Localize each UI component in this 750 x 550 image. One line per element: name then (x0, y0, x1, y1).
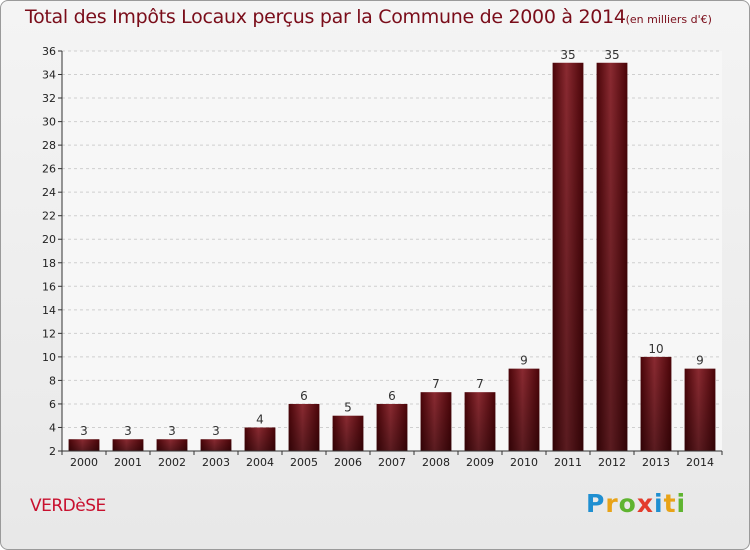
y-tick-label: 2 (49, 445, 56, 458)
bar-shade (376, 403, 408, 451)
y-tick-label: 24 (42, 186, 56, 199)
bar-shade (112, 439, 144, 451)
x-tick-label: 2007 (378, 456, 406, 469)
y-tick-label: 18 (42, 257, 56, 270)
y-tick-label: 4 (49, 421, 56, 434)
y-tick-label: 6 (49, 398, 56, 411)
data-label: 3 (168, 424, 176, 438)
bar-shade (68, 439, 100, 451)
y-tick-label: 14 (42, 304, 56, 317)
x-tick-label: 2000 (70, 456, 98, 469)
data-label: 3 (80, 424, 88, 438)
logo-letter: i (676, 489, 687, 518)
logo-letter: o (618, 489, 637, 518)
bar-shade (288, 403, 320, 451)
y-tick-label: 22 (42, 210, 56, 223)
bar-shade (640, 356, 672, 451)
data-label: 7 (432, 377, 440, 391)
data-label: 3 (124, 424, 132, 438)
y-tick-label: 12 (42, 327, 56, 340)
x-tick-label: 2009 (466, 456, 494, 469)
logo-letter: r (605, 489, 619, 518)
x-tick-label: 2006 (334, 456, 362, 469)
x-tick-label: 2013 (642, 456, 670, 469)
x-tick-label: 2002 (158, 456, 186, 469)
logo-letter: P (586, 489, 606, 518)
x-tick-label: 2005 (290, 456, 318, 469)
logo-letter: i (654, 489, 664, 518)
x-tick-label: 2011 (554, 456, 582, 469)
data-label: 9 (520, 354, 528, 368)
y-tick-label: 34 (42, 69, 56, 82)
bar-shade (684, 368, 716, 451)
logo-letter: t (663, 489, 677, 518)
data-label: 6 (300, 389, 308, 403)
y-tick-label: 26 (42, 163, 56, 176)
data-label: 4 (256, 412, 264, 426)
bar-shade (596, 62, 628, 451)
chart-unit: (en milliers d'€) (625, 13, 712, 26)
data-label: 6 (388, 389, 396, 403)
y-tick-label: 36 (42, 45, 56, 58)
bar-shade (200, 439, 232, 451)
y-tick-label: 16 (42, 280, 56, 293)
x-tick-label: 2003 (202, 456, 230, 469)
data-label: 35 (560, 48, 575, 62)
logo-letter: x (636, 489, 654, 518)
data-label: 9 (696, 354, 704, 368)
x-tick-label: 2014 (686, 456, 714, 469)
y-tick-label: 20 (42, 233, 56, 246)
data-label: 5 (344, 401, 352, 415)
bar-shade (244, 427, 276, 451)
x-tick-label: 2010 (510, 456, 538, 469)
y-tick-label: 28 (42, 139, 56, 152)
y-tick-label: 32 (42, 92, 56, 105)
bar-shade (508, 368, 540, 451)
chart-title: Total des Impôts Locaux perçus par la Co… (25, 6, 712, 28)
commune-name: VERDèSE (30, 496, 106, 516)
bar-shade (464, 392, 496, 451)
data-label: 35 (604, 48, 619, 62)
data-label: 10 (648, 342, 663, 356)
data-label: 7 (476, 377, 484, 391)
x-tick-label: 2012 (598, 456, 626, 469)
y-tick-label: 10 (42, 351, 56, 364)
x-tick-label: 2008 (422, 456, 450, 469)
proxiti-logo: Proxiti (586, 489, 686, 518)
bar-shade (156, 439, 188, 451)
x-tick-label: 2001 (114, 456, 142, 469)
x-tick-label: 2004 (246, 456, 274, 469)
data-label: 3 (212, 424, 220, 438)
bar-shade (420, 392, 452, 451)
bar-shade (552, 62, 584, 451)
y-tick-label: 8 (49, 374, 56, 387)
bar-shade (332, 415, 364, 451)
y-tick-label: 30 (42, 116, 56, 129)
